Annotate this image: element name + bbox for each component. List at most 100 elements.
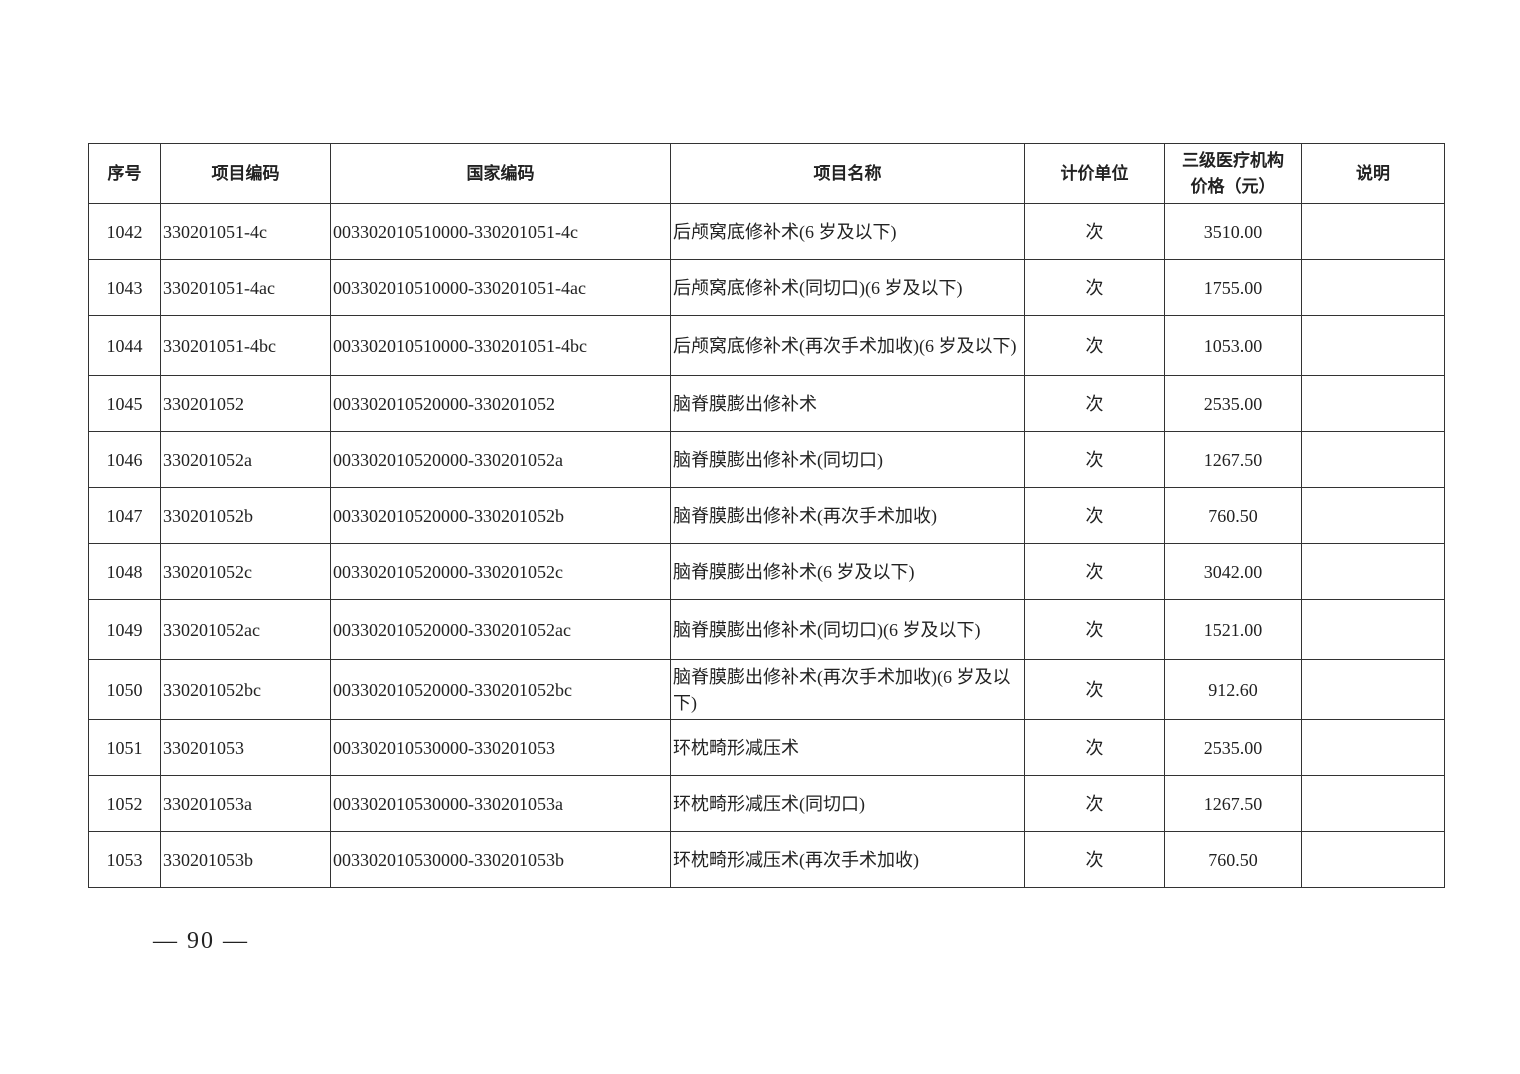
row-code: 330201053 [160, 719, 331, 776]
row-unit: 次 [1024, 487, 1165, 544]
row-name: 脑脊膜膨出修补术(再次手术加收)(6 岁及以下) [670, 659, 1025, 720]
row-unit: 次 [1024, 659, 1165, 720]
row-unit: 次 [1024, 719, 1165, 776]
row-note [1301, 203, 1445, 260]
page-number: — 90 — [153, 928, 249, 954]
header-national-code: 国家编码 [330, 143, 671, 204]
table-row: 1047 330201052b 003302010520000-330201052b… [88, 487, 1445, 544]
row-price: 3510.00 [1164, 203, 1302, 260]
table-row: 1046 330201052a 003302010520000-330201052a… [88, 431, 1445, 488]
row-code: 330201052b [160, 487, 331, 544]
row-no: 1047 [88, 487, 161, 544]
row-unit: 次 [1024, 431, 1165, 488]
row-code: 330201051-4ac [160, 259, 331, 316]
row-note [1301, 487, 1445, 544]
row-price: 1267.50 [1164, 775, 1302, 832]
row-name: 脑脊膜膨出修补术(6 岁及以下) [670, 543, 1025, 600]
row-name: 环枕畸形减压术(同切口) [670, 775, 1025, 832]
row-price: 912.60 [1164, 659, 1302, 720]
row-code: 330201052ac [160, 599, 331, 660]
row-unit: 次 [1024, 543, 1165, 600]
row-unit: 次 [1024, 203, 1165, 260]
row-name: 脑脊膜膨出修补术(再次手术加收) [670, 487, 1025, 544]
table-row: 1051 330201053 003302010530000-330201053 环枕… [88, 719, 1445, 776]
row-no: 1053 [88, 831, 161, 888]
row-no: 1051 [88, 719, 161, 776]
row-no: 1042 [88, 203, 161, 260]
row-unit: 次 [1024, 375, 1165, 432]
row-unit: 次 [1024, 259, 1165, 316]
table-row: 1048 330201052c 003302010520000-330201052c… [88, 543, 1445, 600]
row-national-code: 003302010530000-330201053a [330, 775, 671, 832]
row-unit: 次 [1024, 831, 1165, 888]
row-no: 1048 [88, 543, 161, 600]
row-national-code: 003302010530000-330201053 [330, 719, 671, 776]
row-no: 1043 [88, 259, 161, 316]
price-table: 序号 项目编码 国家编码 项目名称 计价单位 三级医疗机构 价格（元） 说明 10… [88, 143, 1445, 888]
row-unit: 次 [1024, 599, 1165, 660]
row-price: 2535.00 [1164, 719, 1302, 776]
row-code: 330201052 [160, 375, 331, 432]
table-row: 1045 330201052 003302010520000-330201052 脑脊… [88, 375, 1445, 432]
row-no: 1045 [88, 375, 161, 432]
row-name: 脑脊膜膨出修补术(同切口) [670, 431, 1025, 488]
row-note [1301, 831, 1445, 888]
row-name: 后颅窝底修补术(同切口)(6 岁及以下) [670, 259, 1025, 316]
row-note [1301, 599, 1445, 660]
row-name: 后颅窝底修补术(6 岁及以下) [670, 203, 1025, 260]
row-note [1301, 315, 1445, 376]
row-name: 脑脊膜膨出修补术 [670, 375, 1025, 432]
table-row: 1044 330201051-4bc 003302010510000-3302010… [88, 315, 1445, 376]
row-national-code: 003302010530000-330201053b [330, 831, 671, 888]
row-code: 330201052bc [160, 659, 331, 720]
row-name: 脑脊膜膨出修补术(同切口)(6 岁及以下) [670, 599, 1025, 660]
row-code: 330201051-4c [160, 203, 331, 260]
header-note: 说明 [1301, 143, 1445, 204]
row-price: 1267.50 [1164, 431, 1302, 488]
row-note [1301, 543, 1445, 600]
row-code: 330201051-4bc [160, 315, 331, 376]
row-no: 1046 [88, 431, 161, 488]
header-unit: 计价单位 [1024, 143, 1165, 204]
row-code: 330201052a [160, 431, 331, 488]
row-price: 1755.00 [1164, 259, 1302, 316]
row-price: 760.50 [1164, 487, 1302, 544]
row-note [1301, 719, 1445, 776]
table-row: 1043 330201051-4ac 003302010510000-3302010… [88, 259, 1445, 316]
row-note [1301, 375, 1445, 432]
header-name: 项目名称 [670, 143, 1025, 204]
row-national-code: 003302010520000-330201052a [330, 431, 671, 488]
table-row: 1049 330201052ac 003302010520000-330201052… [88, 599, 1445, 660]
row-name: 环枕畸形减压术 [670, 719, 1025, 776]
table-row: 1050 330201052bc 003302010520000-330201052… [88, 659, 1445, 720]
row-no: 1052 [88, 775, 161, 832]
row-national-code: 003302010520000-330201052c [330, 543, 671, 600]
row-no: 1050 [88, 659, 161, 720]
row-unit: 次 [1024, 315, 1165, 376]
row-unit: 次 [1024, 775, 1165, 832]
row-national-code: 003302010510000-330201051-4bc [330, 315, 671, 376]
table-row: 1053 330201053b 003302010530000-330201053b… [88, 831, 1445, 888]
header-price: 三级医疗机构 价格（元） [1164, 143, 1302, 204]
row-no: 1044 [88, 315, 161, 376]
row-national-code: 003302010510000-330201051-4ac [330, 259, 671, 316]
header-code: 项目编码 [160, 143, 331, 204]
row-code: 330201053a [160, 775, 331, 832]
row-price: 760.50 [1164, 831, 1302, 888]
row-name: 环枕畸形减压术(再次手术加收) [670, 831, 1025, 888]
row-price: 3042.00 [1164, 543, 1302, 600]
row-national-code: 003302010520000-330201052ac [330, 599, 671, 660]
row-no: 1049 [88, 599, 161, 660]
row-price: 2535.00 [1164, 375, 1302, 432]
table-row: 1052 330201053a 003302010530000-330201053a… [88, 775, 1445, 832]
row-national-code: 003302010520000-330201052bc [330, 659, 671, 720]
row-name: 后颅窝底修补术(再次手术加收)(6 岁及以下) [670, 315, 1025, 376]
row-code: 330201053b [160, 831, 331, 888]
header-price-line2: 价格（元） [1190, 176, 1276, 197]
header-no: 序号 [88, 143, 161, 204]
row-price: 1053.00 [1164, 315, 1302, 376]
row-note [1301, 775, 1445, 832]
table-header-row: 序号 项目编码 国家编码 项目名称 计价单位 三级医疗机构 价格（元） 说明 [88, 143, 1445, 204]
row-price: 1521.00 [1164, 599, 1302, 660]
row-national-code: 003302010520000-330201052b [330, 487, 671, 544]
